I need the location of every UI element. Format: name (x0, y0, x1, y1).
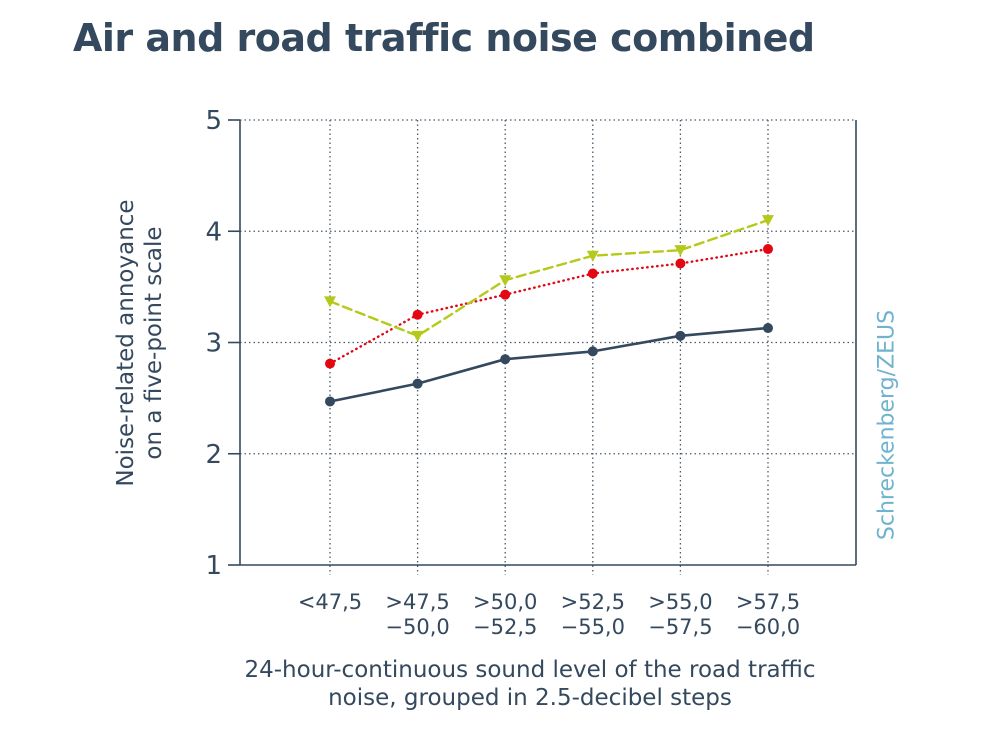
data-point (500, 354, 511, 365)
y-tick-label: 1 (205, 551, 222, 581)
x-tick-label: >47,5 (385, 590, 449, 614)
series-markers (324, 215, 774, 407)
x-tick-label: −55,0 (561, 615, 625, 639)
source-credit: Schreckenberg/ZEUS (874, 309, 900, 541)
y-tick-label: 3 (205, 329, 222, 359)
x-tick-label: −57,5 (648, 615, 712, 639)
y-tick-label: 2 (205, 440, 222, 470)
data-point (675, 258, 686, 269)
y-axis-title: Noise-related annoyance on a five-point … (112, 123, 168, 563)
data-point (675, 330, 686, 341)
x-tick-label: >50,0 (473, 590, 537, 614)
data-point (500, 289, 511, 300)
series-line-3 (328, 218, 770, 338)
grid-lines (240, 119, 856, 575)
x-tick-label: >57,5 (736, 590, 800, 614)
x-tick-label: <47,5 (298, 590, 362, 614)
data-point (499, 275, 512, 287)
data-point (412, 378, 423, 389)
x-tick-label: −50,0 (385, 615, 449, 639)
data-point (587, 268, 598, 279)
y-tick-label: 4 (205, 217, 222, 247)
x-axis-title-line-2: noise, grouped in 2.5-decibel steps (328, 685, 732, 711)
data-point (674, 245, 687, 257)
x-tick-label: >55,0 (648, 590, 712, 614)
data-point (763, 244, 773, 255)
data-point (412, 309, 423, 320)
data-point (325, 358, 335, 369)
data-point (762, 215, 774, 227)
series-lines (328, 218, 770, 403)
chart-title: Air and road traffic noise combined (73, 16, 815, 60)
x-tick-label: −60,0 (736, 615, 800, 639)
data-point (763, 323, 773, 334)
axes (228, 119, 857, 566)
x-tick-label: >52,5 (561, 590, 625, 614)
y-axis-title-line-1: Noise-related annoyance (113, 199, 139, 487)
tick-labels: 1 2 3 4 5 <47,5 >47,5−50,0 >50,0−52,5 >52,5−55,0… (205, 106, 800, 639)
data-point (325, 396, 335, 407)
x-axis-title-line-1: 24-hour-continuous sound level of the ro… (244, 657, 816, 683)
data-point (586, 250, 599, 262)
series-line-1 (328, 326, 770, 403)
x-axis-title: 24-hour-continuous sound level of the ro… (140, 656, 920, 712)
y-axis-title-line-2: on a five-point scale (141, 226, 167, 460)
data-point (411, 330, 424, 342)
x-tick-label: −52,5 (473, 615, 537, 639)
series-line-2 (328, 247, 770, 365)
y-tick-label: 5 (205, 106, 222, 136)
data-point (324, 296, 336, 308)
data-point (587, 346, 598, 357)
